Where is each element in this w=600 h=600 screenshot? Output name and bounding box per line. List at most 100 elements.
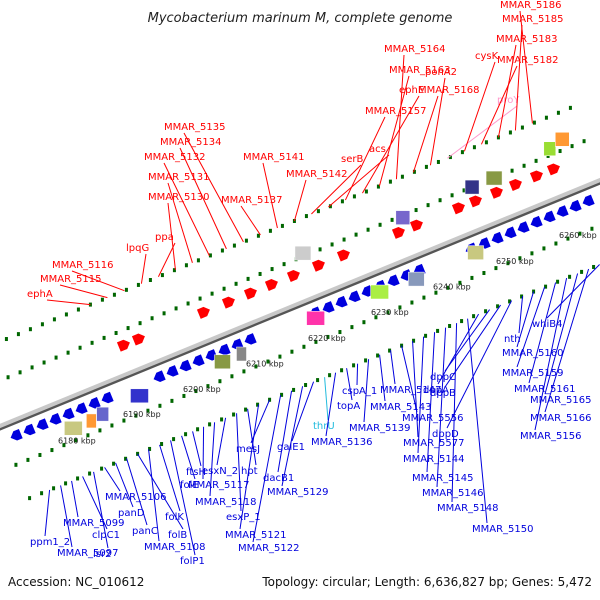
tick-mark — [522, 163, 526, 168]
tick-mark — [112, 461, 116, 466]
gene-callout-line — [379, 354, 386, 402]
tick-mark — [234, 281, 238, 286]
upper-strand-arrow — [264, 279, 278, 291]
tick-mark — [378, 222, 382, 227]
upper-strand-arrow — [468, 195, 482, 208]
kbp-tick-label: 6250 kbp — [496, 257, 534, 266]
genome-axis — [0, 177, 600, 429]
tick-mark — [100, 466, 104, 471]
upper-strand-arrow — [336, 249, 350, 262]
tick-mark — [330, 242, 334, 247]
tick-mark — [508, 299, 512, 304]
tick-mark — [326, 334, 330, 339]
gene-label: MMAR_5577 — [403, 438, 465, 449]
tick-mark — [52, 486, 56, 491]
gene-callout-line — [436, 327, 447, 488]
gene-label: MMAR_5163 — [389, 65, 451, 76]
tick-mark — [38, 452, 42, 457]
tick-mark — [388, 179, 392, 184]
gene-callout-line — [148, 449, 160, 542]
tick-mark — [302, 344, 306, 349]
tick-mark — [520, 125, 524, 130]
tick-mark — [64, 312, 68, 317]
gene-label: MMAR_5161 — [514, 384, 576, 395]
gene-label: dppD — [432, 429, 459, 440]
tick-mark — [568, 274, 572, 279]
kbp-tick-label: 6260 kbp — [559, 231, 597, 240]
map-title: Mycobacterium marinum M, complete genome — [148, 11, 453, 26]
tick-mark — [134, 413, 138, 418]
tick-mark — [194, 389, 198, 394]
tick-mark — [426, 203, 430, 208]
gene-callout-line — [412, 95, 439, 173]
gene-label: lsr2 — [93, 549, 111, 560]
tick-mark — [174, 306, 178, 311]
gene-label: panD — [118, 508, 145, 519]
tick-mark — [110, 423, 114, 428]
tick-mark — [556, 110, 560, 115]
tick-mark — [122, 418, 126, 423]
tick-mark — [126, 326, 130, 331]
tick-mark — [172, 268, 176, 273]
upper-strand-arrow — [196, 306, 210, 319]
gene-callout-line — [429, 77, 446, 166]
tick-mark — [506, 261, 510, 266]
gene-label: MMAR_5117 — [188, 480, 250, 491]
gene-callout-line — [262, 162, 278, 229]
tick-mark — [232, 412, 236, 417]
lower-dotted-row — [28, 264, 596, 501]
lower-strand-arrow — [530, 215, 543, 228]
feature-layer: 6180 kbp 6190 kbp 6200 kbp 6210 kbp 6220 kbp… — [0, 0, 600, 567]
tick-mark — [374, 315, 378, 320]
gene-label: whiB4 — [532, 319, 563, 330]
tick-mark — [446, 285, 450, 290]
tick-mark — [268, 228, 272, 233]
tick-mark — [124, 287, 128, 292]
gene-callout-line — [447, 105, 518, 159]
tick-mark — [256, 402, 260, 407]
tick-mark — [74, 438, 78, 443]
gene-label: acs — [369, 144, 386, 155]
gene-callout-line — [181, 435, 196, 480]
tick-mark — [222, 286, 226, 291]
gene-label: proY — [497, 95, 520, 106]
tick-mark — [580, 269, 584, 274]
gene-callout-line — [528, 282, 557, 384]
gene-callout-line — [167, 202, 176, 270]
tick-mark — [88, 471, 92, 476]
tick-mark — [170, 398, 174, 403]
gene-callout-line — [417, 336, 425, 454]
gene-label: dppA — [423, 385, 449, 396]
tick-mark — [436, 159, 440, 164]
lower-strand-arrow — [348, 290, 361, 303]
gene-label: lpqG — [126, 243, 149, 254]
tick-mark — [26, 457, 30, 462]
upper-strand-arrow — [508, 179, 522, 191]
tick-mark — [494, 266, 498, 271]
gene-label: serB — [341, 154, 363, 165]
gene-label: ppa — [155, 232, 174, 243]
lower-strand-arrow — [322, 301, 335, 313]
tick-mark — [412, 169, 416, 174]
gene-label: MMAR_5164 — [384, 44, 446, 55]
gene-label: dacB1 — [263, 473, 294, 484]
lower-strand-arrow — [335, 295, 348, 308]
gene-label: ephE — [399, 85, 424, 96]
gene-callout-line — [325, 372, 337, 437]
tick-mark — [400, 174, 404, 179]
tick-mark — [578, 231, 582, 236]
gene-label: MMAR_5144 — [403, 454, 465, 465]
tick-mark — [112, 292, 116, 297]
tick-mark — [4, 337, 8, 342]
gene-label: nth — [504, 334, 521, 345]
tick-mark — [448, 155, 452, 160]
gene-callout-line — [44, 489, 51, 537]
gene-callout-line — [467, 318, 488, 524]
tick-mark — [460, 150, 464, 155]
tick-mark — [30, 365, 34, 370]
tick-mark — [258, 271, 262, 276]
gene-callout-line — [480, 65, 518, 145]
gene-label: MMAR_5121 — [225, 530, 287, 541]
gene-callout-line — [516, 291, 535, 348]
gene-callout-line — [240, 205, 261, 236]
